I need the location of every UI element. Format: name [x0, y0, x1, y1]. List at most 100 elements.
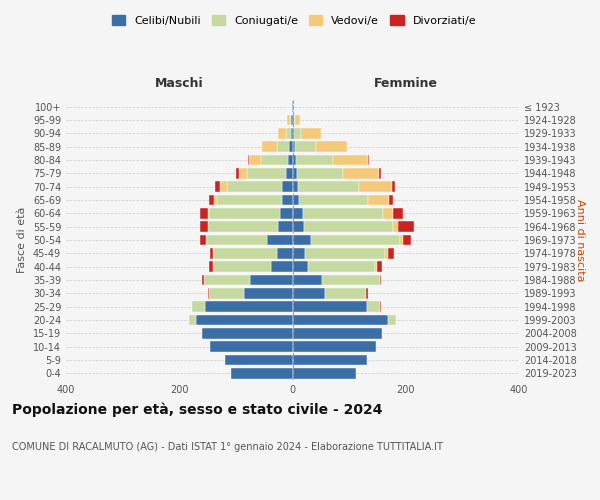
Bar	[293, 315, 388, 325]
Bar	[301, 128, 322, 138]
Bar	[200, 222, 208, 232]
Bar	[287, 115, 290, 125]
Bar	[311, 235, 400, 245]
Bar	[209, 195, 214, 205]
Bar	[220, 182, 227, 192]
Bar	[375, 262, 377, 272]
Text: Maschi: Maschi	[155, 77, 203, 90]
Bar	[277, 142, 289, 152]
Bar	[192, 302, 205, 312]
Bar	[392, 182, 395, 192]
Bar	[299, 195, 368, 205]
Bar	[295, 142, 316, 152]
Bar	[295, 115, 300, 125]
Bar	[308, 262, 375, 272]
Bar	[293, 262, 308, 272]
Bar	[232, 368, 293, 378]
Bar	[209, 208, 280, 218]
Bar	[293, 355, 367, 365]
Bar	[293, 142, 295, 152]
Bar	[271, 262, 293, 272]
Bar	[224, 355, 293, 365]
Bar	[214, 195, 217, 205]
Bar	[367, 302, 380, 312]
Bar	[200, 235, 206, 245]
Bar	[377, 262, 382, 272]
Bar	[293, 342, 376, 352]
Bar	[261, 155, 288, 165]
Bar	[403, 235, 411, 245]
Bar	[293, 368, 356, 378]
Bar	[293, 195, 299, 205]
Bar	[398, 222, 413, 232]
Bar	[280, 208, 293, 218]
Bar	[293, 235, 311, 245]
Bar	[293, 222, 304, 232]
Bar	[278, 222, 293, 232]
Bar	[262, 142, 277, 152]
Y-axis label: Anni di nascita: Anni di nascita	[575, 198, 585, 281]
Bar	[247, 168, 286, 178]
Bar	[293, 275, 322, 285]
Bar	[250, 155, 261, 165]
Bar	[239, 168, 247, 178]
Bar	[293, 168, 297, 178]
Bar	[200, 208, 208, 218]
Bar	[385, 248, 388, 258]
Bar	[293, 155, 296, 165]
Bar	[296, 155, 333, 165]
Bar	[293, 182, 298, 192]
Bar	[209, 262, 213, 272]
Bar	[383, 208, 393, 218]
Y-axis label: Fasce di età: Fasce di età	[17, 207, 27, 273]
Bar	[286, 168, 293, 178]
Bar	[292, 115, 293, 125]
Bar	[325, 288, 366, 298]
Bar	[250, 275, 293, 285]
Bar	[190, 315, 196, 325]
Bar	[359, 182, 392, 192]
Bar	[368, 155, 369, 165]
Bar	[208, 222, 278, 232]
Bar	[393, 222, 398, 232]
Bar	[305, 248, 385, 258]
Bar	[215, 182, 220, 192]
Bar	[236, 168, 239, 178]
Bar	[217, 195, 283, 205]
Text: COMUNE DI RACALMUTO (AG) - Dati ISTAT 1° gennaio 2024 - Elaborazione TUTTITALIA.: COMUNE DI RACALMUTO (AG) - Dati ISTAT 1°…	[12, 442, 443, 452]
Bar	[297, 168, 343, 178]
Bar	[291, 128, 293, 138]
Bar	[293, 208, 302, 218]
Bar	[202, 328, 293, 338]
Bar	[210, 248, 213, 258]
Bar	[206, 235, 267, 245]
Bar	[388, 315, 395, 325]
Bar	[316, 142, 347, 152]
Bar	[293, 248, 305, 258]
Bar	[211, 342, 293, 352]
Bar	[293, 328, 382, 338]
Bar	[283, 182, 293, 192]
Bar	[202, 275, 203, 285]
Bar	[213, 248, 277, 258]
Text: Femmine: Femmine	[374, 77, 438, 90]
Bar	[277, 248, 293, 258]
Bar	[205, 302, 293, 312]
Bar	[366, 288, 368, 298]
Bar	[213, 262, 271, 272]
Bar	[248, 155, 250, 165]
Bar	[400, 235, 403, 245]
Bar	[288, 155, 293, 165]
Bar	[293, 115, 295, 125]
Bar	[290, 115, 292, 125]
Bar	[208, 208, 209, 218]
Bar	[267, 235, 293, 245]
Bar	[286, 128, 291, 138]
Text: Popolazione per età, sesso e stato civile - 2024: Popolazione per età, sesso e stato civil…	[12, 402, 383, 417]
Bar	[293, 302, 367, 312]
Bar	[293, 288, 325, 298]
Bar	[278, 128, 286, 138]
Bar	[393, 208, 403, 218]
Bar	[379, 168, 381, 178]
Bar	[389, 195, 393, 205]
